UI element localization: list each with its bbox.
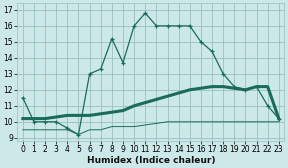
X-axis label: Humidex (Indice chaleur): Humidex (Indice chaleur) xyxy=(87,156,215,164)
